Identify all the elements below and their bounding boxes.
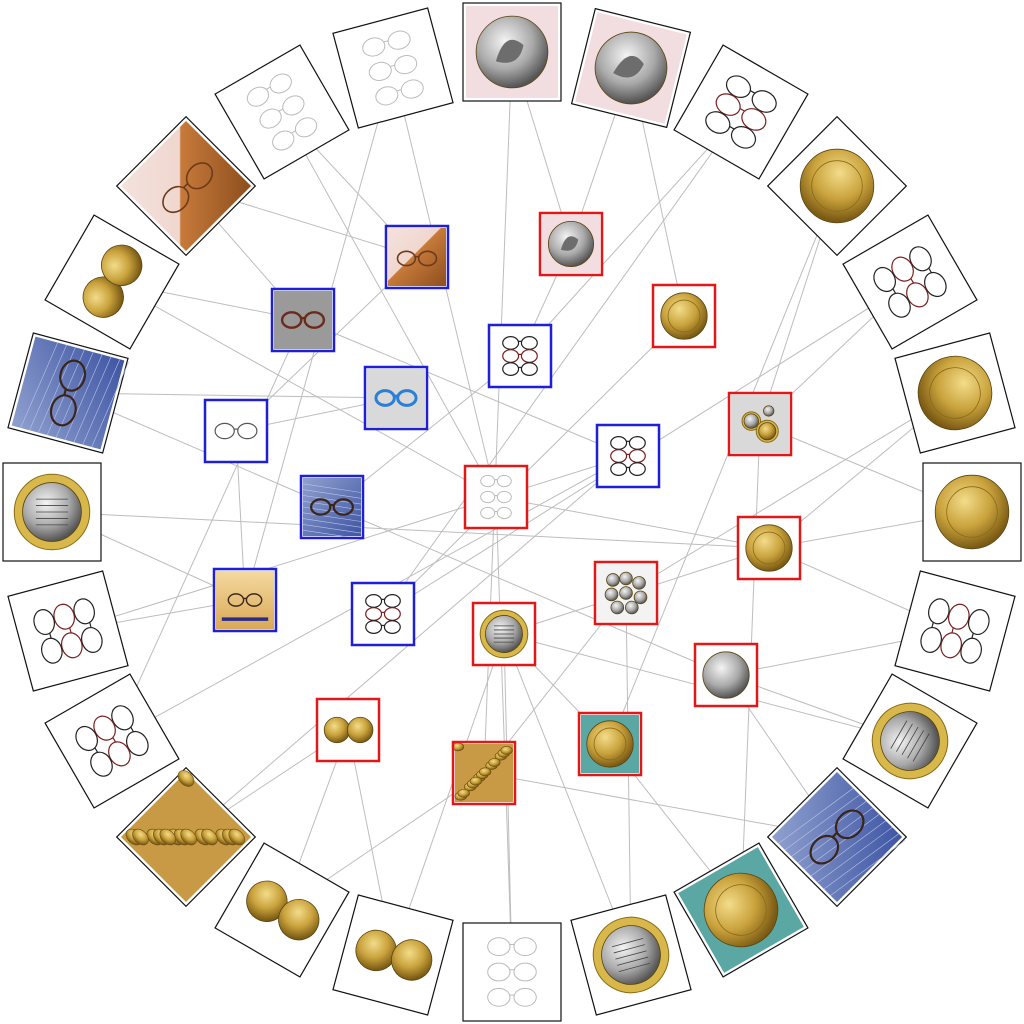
graph-edge — [519, 111, 742, 357]
inner-node-coin-silver-eagle[interactable] — [693, 642, 759, 708]
inner-node-glasses-several-frames[interactable] — [487, 323, 553, 389]
outer-node-coin-gold-portrait[interactable] — [922, 462, 1022, 562]
inner-node-coin-pair-obverse-reverse[interactable] — [315, 697, 381, 763]
graph-edge — [609, 185, 838, 745]
graph-edge — [495, 496, 513, 973]
graph-edge — [185, 455, 629, 838]
inner-node-glasses-round-frame[interactable] — [270, 287, 336, 353]
graph-edge — [302, 319, 629, 457]
graph-edge — [67, 455, 629, 632]
inner-node-glasses-rimless-catalog[interactable] — [463, 464, 529, 530]
outer-node-coin-commemorative-bimetal[interactable] — [842, 673, 978, 809]
graph-edge — [495, 496, 770, 549]
graph-edge — [331, 506, 727, 676]
inner-node-coin-gold-large[interactable] — [577, 711, 643, 777]
outer-node-coin-pair-obverse-reverse[interactable] — [214, 842, 350, 978]
inner-node-glasses-several-frames[interactable] — [350, 581, 416, 647]
graph-edge — [111, 319, 304, 742]
outer-node-glasses-on-newspaper[interactable] — [766, 766, 908, 908]
inner-node-glasses-on-book-cover[interactable] — [212, 567, 278, 633]
graph-edge — [392, 633, 505, 956]
inner-node-coin-gold-portrait[interactable] — [736, 515, 802, 581]
outer-node-glasses-several-frames[interactable] — [7, 570, 129, 692]
outer-node-glasses-rimless-catalog[interactable] — [462, 922, 562, 1022]
inner-node-coin-commemorative-bimetal[interactable] — [471, 601, 537, 667]
edge-layer — [51, 51, 973, 973]
graph-edge — [51, 511, 770, 549]
outer-node-glasses-several-frames[interactable] — [44, 673, 180, 809]
outer-node-coin-commemorative-bimetal[interactable] — [570, 894, 692, 1016]
inner-node-glasses-wire-frame[interactable] — [203, 398, 269, 464]
inner-node-glasses-on-newspaper[interactable] — [299, 474, 365, 540]
outer-node-coin-pair-obverse-reverse[interactable] — [44, 214, 180, 350]
outer-node-glasses-rimless-catalog[interactable] — [214, 44, 350, 180]
outer-node-coin-gold-portrait[interactable] — [894, 332, 1016, 454]
inner-node-glasses-on-wood[interactable] — [384, 224, 450, 290]
graph-edge — [67, 392, 397, 399]
outer-node-glasses-on-newspaper[interactable] — [7, 332, 130, 454]
outer-node-coin-gold-large[interactable] — [673, 842, 809, 978]
inner-node-coin-greek-tetradrachm[interactable] — [538, 211, 604, 277]
inner-node-coin-assorted-silver[interactable] — [593, 560, 659, 626]
graph-edge — [625, 392, 956, 594]
inner-node-coin-gold-eagle[interactable] — [651, 283, 717, 349]
graph-edge — [382, 111, 742, 615]
outer-node-glasses-several-frames[interactable] — [842, 214, 978, 350]
outer-node-glasses-on-wood[interactable] — [115, 115, 257, 257]
inner-node-glasses-several-frames[interactable] — [595, 423, 661, 489]
outer-node-coin-pile-gold[interactable] — [115, 766, 257, 908]
outer-node-coin-commemorative-bimetal[interactable] — [2, 462, 102, 562]
outer-node-coin-pair-obverse-reverse[interactable] — [332, 894, 454, 1016]
outer-node-coin-gold-eagle[interactable] — [766, 115, 908, 257]
graph-edge — [281, 111, 497, 498]
inner-node-glasses-blue-plastic[interactable] — [363, 365, 429, 431]
inner-node-coin-pile-gold[interactable] — [451, 740, 517, 806]
outer-node-glasses-several-frames[interactable] — [894, 570, 1016, 692]
outer-node-coin-greek-tetradrachm[interactable] — [462, 2, 562, 102]
inner-node-coin-euro-set[interactable] — [727, 391, 793, 457]
graph-edge — [382, 315, 685, 615]
outer-node-glasses-rimless-catalog[interactable] — [332, 7, 454, 129]
outer-node-glasses-several-frames[interactable] — [673, 44, 809, 180]
graph-edge — [503, 633, 632, 956]
outer-node-coin-greek-tetradrachm[interactable] — [570, 7, 692, 129]
